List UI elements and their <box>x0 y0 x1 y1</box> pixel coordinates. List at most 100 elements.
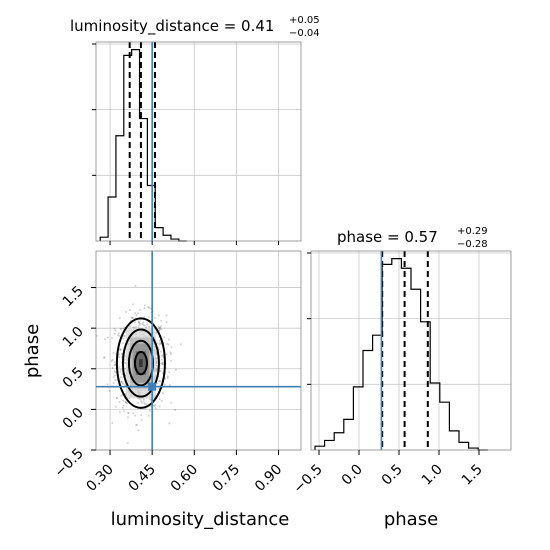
density-sample-point <box>143 304 146 307</box>
density-sample-point <box>121 373 124 376</box>
density-sample-point <box>122 399 125 402</box>
phase-xtick-label: 0.5 <box>379 462 406 489</box>
density-sample-point <box>123 384 126 387</box>
density-ytick-label: 0.5 <box>60 364 87 391</box>
phase-title: phase = 0.57 <box>337 228 438 246</box>
density-sample-point <box>113 332 116 335</box>
density-sample-point <box>113 374 116 377</box>
density-sample-point <box>120 353 123 356</box>
density-block-4 <box>139 359 143 368</box>
density-sample-point <box>147 316 150 319</box>
density-contour-3 <box>115 317 166 409</box>
density-sample-point <box>119 327 122 330</box>
phase-histogram-step <box>314 258 488 451</box>
density-sample-point <box>157 325 160 328</box>
density-sample-point <box>155 368 158 371</box>
density-sample-point <box>154 403 157 406</box>
density-sample-point <box>134 414 137 417</box>
density-sample-point <box>122 382 125 385</box>
density-sample-point <box>143 402 146 405</box>
density-sample-point <box>114 363 117 366</box>
density-sample-point <box>120 380 123 383</box>
density-sample-point <box>111 358 114 361</box>
density-sample-point <box>103 338 106 341</box>
density-sample-point <box>159 350 162 353</box>
density-sample-point <box>170 359 173 362</box>
density-sample-point <box>158 343 161 346</box>
phase-title-minus: −0.28 <box>457 239 488 250</box>
density-sample-point <box>140 419 143 422</box>
density-sample-point <box>159 380 162 383</box>
density-sample-point <box>155 364 158 367</box>
density-sample-point <box>158 326 161 329</box>
density-sample-point <box>118 401 121 404</box>
density-sample-point <box>166 375 169 378</box>
density-sample-point <box>124 400 127 403</box>
ylabel-phase: phase <box>22 324 43 378</box>
density-sample-point <box>179 343 182 346</box>
density-sample-point <box>125 310 128 313</box>
density-sample-point <box>156 382 159 385</box>
density-sample-point <box>168 422 171 425</box>
density-sample-point <box>161 363 164 366</box>
density-sample-point <box>141 322 144 325</box>
density-sample-point <box>131 317 134 320</box>
density-contour-0 <box>133 350 148 376</box>
density-sample-point <box>119 370 122 373</box>
density-sample-point <box>132 303 134 306</box>
density-sample-point <box>115 396 118 399</box>
density-sample-point <box>148 307 150 309</box>
density-sample-point <box>138 321 140 324</box>
density-sample-point <box>118 356 120 358</box>
density-sample-point <box>158 380 161 383</box>
phase-xtick-label: 0.0 <box>339 462 366 489</box>
density-sample-point <box>163 383 166 386</box>
panel-2d-frame <box>95 250 302 451</box>
density-sample-point <box>106 336 109 339</box>
density-ytick-label: −0.5 <box>51 446 86 481</box>
lumdist-title-minus: −0.04 <box>289 28 320 39</box>
density-sample-point <box>126 402 129 405</box>
phase-xtick-label: 1.5 <box>459 462 486 489</box>
lumdist-title: luminosity_distance = 0.41 <box>70 17 274 36</box>
panel-phase-frame <box>310 250 512 451</box>
density-sample-point <box>139 322 141 325</box>
density-sample-point <box>153 405 156 407</box>
density-sample-point <box>121 406 124 409</box>
density-sample-point <box>120 395 123 397</box>
density-sample-point <box>159 326 161 329</box>
density-sample-point <box>138 321 141 324</box>
density-truth-marker <box>148 382 157 391</box>
density-sample-point <box>135 424 137 427</box>
density-sample-point <box>113 370 116 373</box>
density-sample-point <box>167 343 170 346</box>
density-sample-point <box>123 361 126 364</box>
density-sample-point <box>141 401 143 404</box>
density-sample-point <box>147 305 150 308</box>
density-sample-point <box>170 401 172 404</box>
density-sample-point <box>137 312 140 315</box>
density-sample-point <box>119 376 122 379</box>
density-sample-point <box>127 411 129 414</box>
density-sample-point <box>118 353 120 356</box>
density-xtick-label: 0.60 <box>168 462 201 495</box>
density-ytick-label: 1.0 <box>60 324 87 351</box>
density-sample-point <box>129 309 131 312</box>
density-sample-point <box>103 356 106 359</box>
density-sample-point <box>113 364 116 366</box>
density-sample-point <box>122 342 125 345</box>
phase-xtick-label: −0.5 <box>290 462 325 497</box>
density-sample-point <box>122 337 125 340</box>
density-sample-point <box>119 368 122 371</box>
density-xtick-label: 0.45 <box>126 462 159 495</box>
density-sample-point <box>120 327 123 330</box>
density-ytick-label: 0.0 <box>60 405 87 432</box>
density-sample-point <box>158 398 161 401</box>
density-sample-point <box>161 362 164 365</box>
density-sample-point <box>113 327 116 330</box>
panel-2d-density: 0.30 0.45 0.60 0.75 0.90 −0.5 0.0 0.5 1.0 1.5 lum… <box>22 250 302 530</box>
density-sample-point <box>112 376 115 379</box>
density-xtick-label: 0.30 <box>84 462 117 495</box>
density-sample-point <box>159 342 162 345</box>
